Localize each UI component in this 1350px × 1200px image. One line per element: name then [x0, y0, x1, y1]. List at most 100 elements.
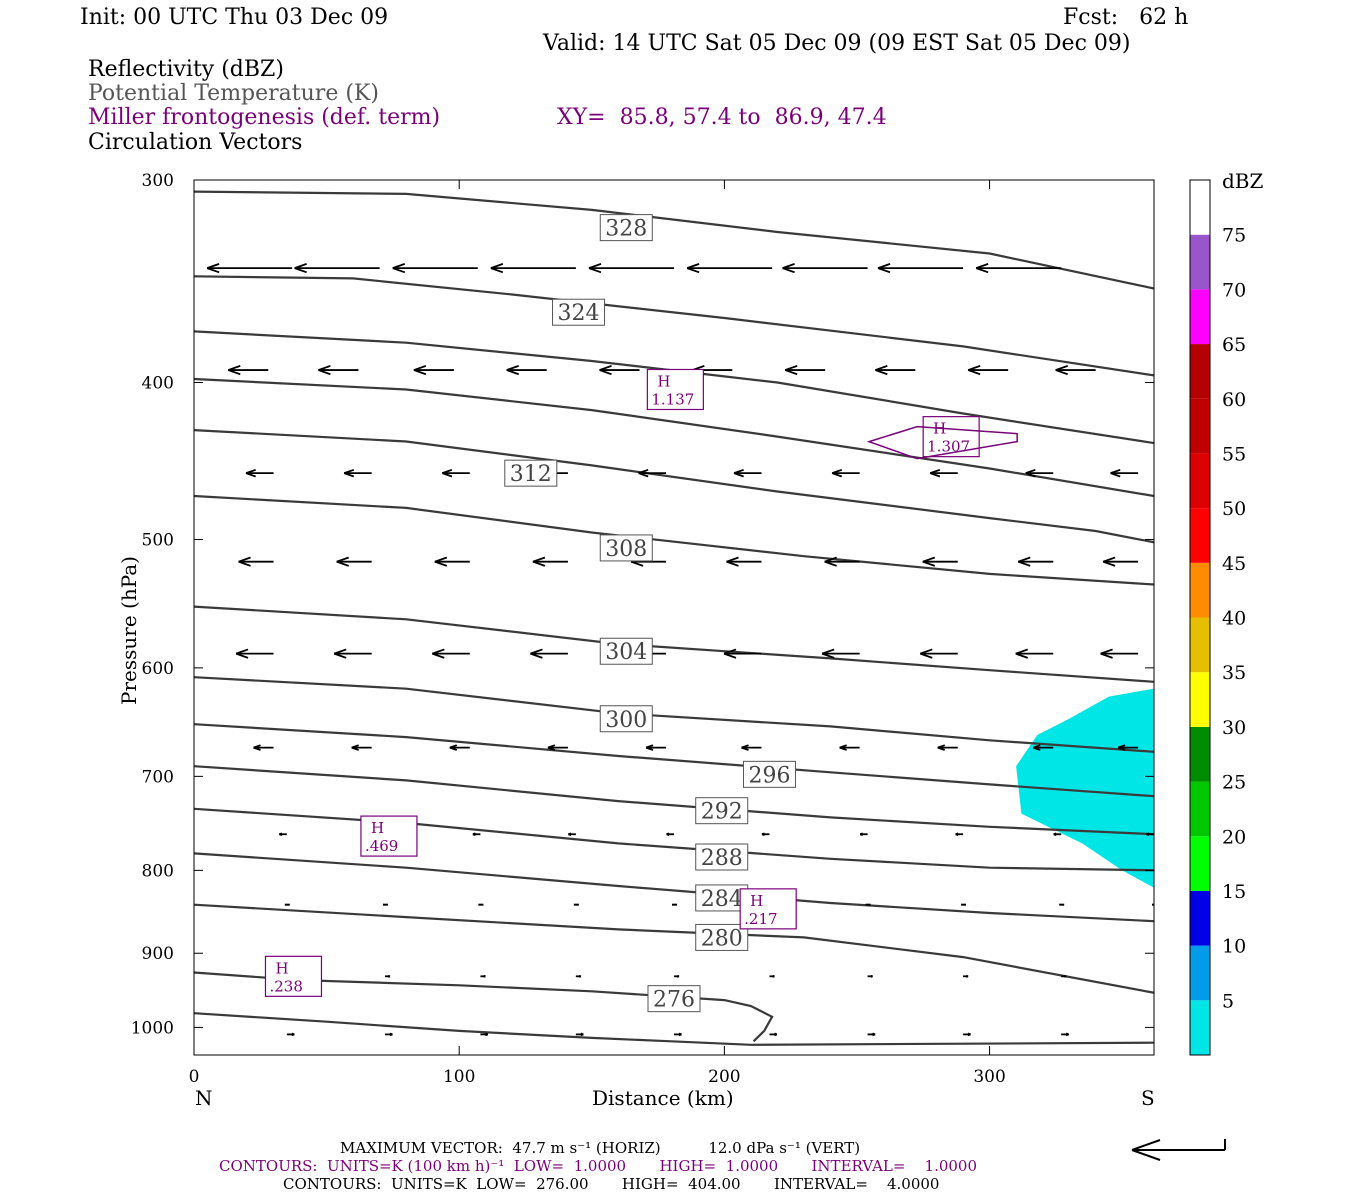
- circulation-vector: [975, 263, 1062, 274]
- circulation-vector: [343, 468, 372, 478]
- circulation-vector: [1061, 974, 1067, 978]
- theta-label-288: 288: [695, 843, 749, 871]
- vector-head: [937, 744, 946, 751]
- circulation-vector: [645, 744, 667, 751]
- theta-label-box: [599, 637, 653, 665]
- vector-head: [676, 974, 680, 978]
- circulation-vector: [238, 556, 274, 567]
- vector-head: [547, 744, 556, 751]
- vector-head: [568, 832, 572, 837]
- theta-label-text: 296: [748, 763, 790, 788]
- circulation-vector: [599, 365, 640, 376]
- vector-head: [351, 744, 359, 751]
- vector-head: [279, 832, 283, 837]
- vector-head: [877, 263, 891, 274]
- vector-head: [432, 648, 445, 659]
- circulation-vector: [867, 1032, 876, 1037]
- vector-head: [483, 974, 486, 978]
- reference-vector-head: [1131, 1139, 1161, 1161]
- frontogenesis-contour: [866, 425, 1018, 460]
- circulation-vector: [963, 1032, 971, 1037]
- vector-head: [206, 263, 220, 274]
- vector-head: [859, 832, 864, 837]
- vector-head: [831, 468, 843, 478]
- circulation-vector: [875, 365, 916, 376]
- circulation-vector: [1061, 1032, 1069, 1037]
- reflectivity-layer: [1016, 688, 1154, 888]
- vector-head: [824, 556, 837, 567]
- vector-head: [922, 556, 936, 567]
- circulation-vector: [333, 648, 372, 659]
- theta-contour-272: [194, 1012, 1154, 1046]
- vector-head: [839, 744, 847, 751]
- theta-label-text: 308: [605, 537, 647, 562]
- theta-label-328: 328: [599, 214, 653, 242]
- vector-head: [875, 365, 888, 376]
- colorbar-segment: [1190, 945, 1210, 1001]
- theta-contour-316: [194, 377, 1154, 498]
- theta-label-312: 312: [504, 459, 558, 487]
- circulation-vector: [318, 365, 359, 376]
- vector-head: [1159, 1033, 1162, 1035]
- theta-label-box: [742, 760, 796, 788]
- vector-head: [227, 365, 241, 376]
- reflectivity-5dbz-area: [1016, 688, 1154, 888]
- theta-contour-308: [194, 494, 1154, 586]
- frontogenesis-high: H.469: [360, 815, 418, 857]
- x-tick-label: 200: [708, 1067, 740, 1087]
- south-label: S: [1141, 1086, 1155, 1110]
- circulation-vector: [674, 1032, 682, 1037]
- colorbar-level-label: 30: [1222, 717, 1246, 739]
- vector-head: [784, 365, 798, 376]
- vector-head: [318, 365, 331, 376]
- theta-label-box: [599, 705, 653, 733]
- vector-head: [1117, 744, 1126, 751]
- theta-label-304: 304: [599, 637, 653, 665]
- vector-head: [1102, 556, 1116, 567]
- colorbar-segment: [1190, 180, 1210, 235]
- colorbar-level-label: 75: [1222, 225, 1246, 247]
- colorbar-segment: [1190, 289, 1210, 345]
- circulation-vector: [922, 556, 958, 567]
- cross-section-endpoints: XY= 85.8, 57.4 to 86.9, 47.4: [557, 105, 887, 130]
- vector-head: [761, 832, 765, 837]
- theta-contours: [194, 190, 1154, 1046]
- circulation-vector: [568, 832, 576, 837]
- frontogenesis-high-value: .217: [744, 910, 777, 928]
- colorbar-level-label: 50: [1222, 498, 1246, 520]
- axes: 300 400 500 600 700 800 900 1000 0 100 200 300: [131, 171, 1154, 1087]
- vector-head: [434, 556, 448, 567]
- vector-head: [726, 556, 739, 567]
- circulation-vector: [253, 744, 274, 751]
- vector-head: [336, 556, 349, 567]
- frontogenesis-high: H.217: [739, 888, 797, 930]
- vector-head: [1055, 365, 1068, 376]
- y-tick-label: 300: [142, 171, 174, 191]
- circulation-vector: [575, 974, 582, 978]
- field-vectors: Circulation Vectors: [88, 130, 303, 155]
- vector-head: [588, 263, 602, 274]
- vector-head: [578, 974, 582, 978]
- colorbar-segment: [1190, 453, 1210, 509]
- frontogenesis-high: H.238: [264, 955, 323, 997]
- vector-head: [638, 468, 649, 478]
- frontogenesis-high-box: [739, 888, 797, 930]
- theta-label-text: 288: [701, 846, 743, 871]
- circulation-vector: [782, 263, 868, 274]
- frontogenesis-high-letter: H: [750, 892, 763, 910]
- colorbar-level-label: 15: [1222, 881, 1246, 903]
- vector-head: [442, 468, 453, 478]
- theta-label-box: [552, 298, 606, 326]
- vector-head: [919, 648, 933, 659]
- vector-head: [291, 1032, 295, 1037]
- theta-label-box: [504, 459, 558, 487]
- vector-head: [1053, 832, 1057, 837]
- circulation-vector: [1146, 832, 1154, 837]
- theta-contour-324: [194, 275, 1154, 377]
- circulation-vector: [1154, 1033, 1162, 1035]
- vector-head: [967, 1032, 971, 1037]
- theta-label-276: 276: [647, 985, 701, 1013]
- circulation-vector: [1102, 556, 1139, 567]
